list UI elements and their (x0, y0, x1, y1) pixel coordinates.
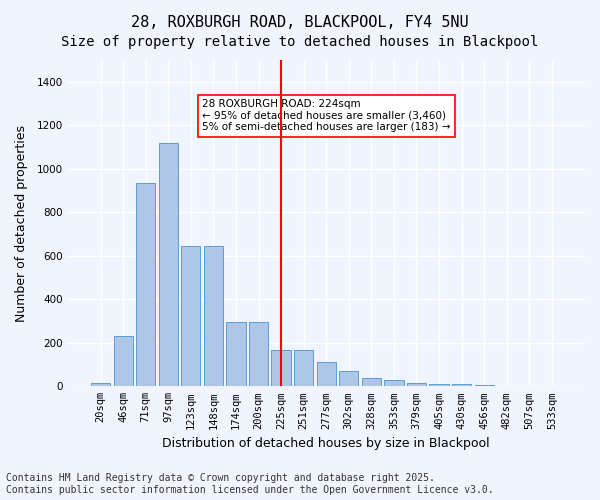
Bar (181, 246, 200, 386)
Y-axis label: Number of detached properties: Number of detached properties (15, 124, 28, 322)
Text: Size of property relative to detached houses in Blackpool: Size of property relative to detached ho… (61, 35, 539, 49)
Bar (407, 383, 426, 386)
Bar (339, 371, 358, 386)
Text: 28, ROXBURGH ROAD, BLACKPOOL, FY4 5NU: 28, ROXBURGH ROAD, BLACKPOOL, FY4 5NU (131, 15, 469, 30)
Bar (204, 246, 223, 386)
Bar (475, 385, 494, 386)
Bar (136, 183, 155, 386)
Bar (249, 322, 268, 386)
Bar (362, 378, 381, 386)
Bar (226, 322, 245, 386)
Text: Contains HM Land Registry data © Crown copyright and database right 2025.
Contai: Contains HM Land Registry data © Crown c… (6, 474, 494, 495)
X-axis label: Distribution of detached houses by size in Blackpool: Distribution of detached houses by size … (163, 437, 490, 450)
Bar (385, 380, 404, 386)
Bar (158, 142, 178, 386)
Bar (452, 384, 471, 386)
Bar (294, 350, 313, 386)
Bar (91, 383, 110, 386)
Bar (113, 336, 133, 386)
Text: 28 ROXBURGH ROAD: 224sqm
← 95% of detached houses are smaller (3,460)
5% of semi: 28 ROXBURGH ROAD: 224sqm ← 95% of detach… (202, 99, 451, 132)
Bar (430, 384, 449, 386)
Bar (317, 362, 336, 386)
Bar (271, 350, 290, 386)
